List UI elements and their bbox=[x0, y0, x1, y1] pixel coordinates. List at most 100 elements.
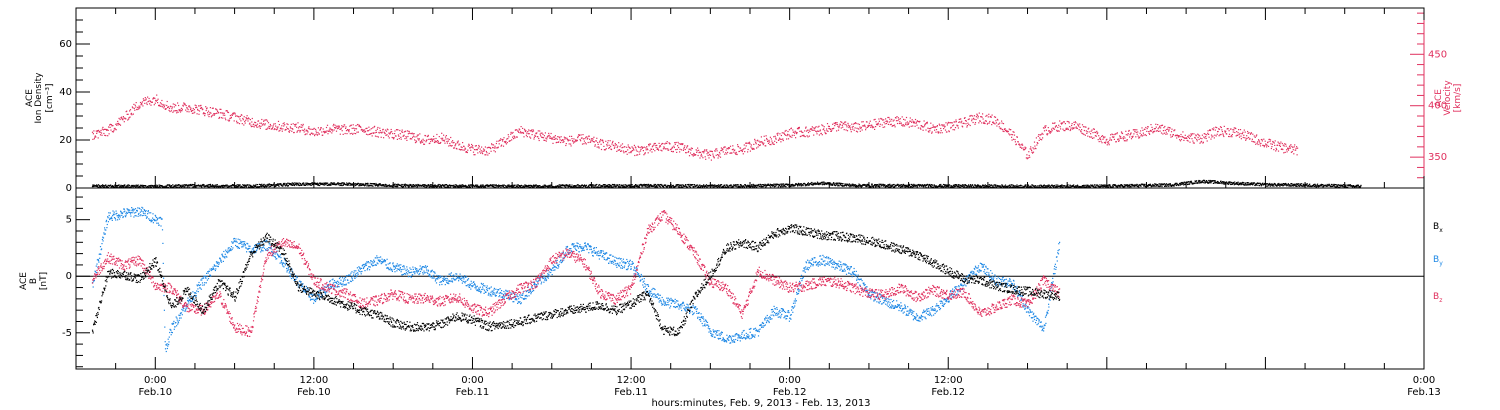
density-point bbox=[628, 186, 630, 188]
density-point bbox=[705, 185, 707, 187]
density-point bbox=[1124, 185, 1126, 187]
velocity-point bbox=[339, 128, 341, 130]
density-point bbox=[287, 184, 290, 187]
velocity-point bbox=[245, 119, 247, 121]
velocity-point bbox=[675, 149, 677, 151]
density-point bbox=[353, 183, 355, 185]
density-point bbox=[1190, 180, 1192, 182]
velocity-point bbox=[661, 150, 663, 152]
density-point bbox=[1334, 186, 1336, 188]
velocity-point bbox=[861, 129, 863, 131]
velocity-point bbox=[255, 122, 257, 124]
velocity-point bbox=[768, 141, 771, 143]
density-point bbox=[242, 184, 244, 186]
density-point bbox=[782, 186, 784, 188]
density-point bbox=[1034, 186, 1036, 188]
density-point bbox=[969, 184, 972, 186]
velocity-point bbox=[815, 126, 817, 128]
density-point bbox=[1260, 183, 1262, 185]
density-point bbox=[1216, 180, 1219, 183]
density-point bbox=[588, 184, 590, 186]
density-point bbox=[512, 186, 514, 188]
density-point bbox=[767, 183, 769, 185]
density-point bbox=[476, 185, 478, 188]
velocity-point bbox=[794, 132, 796, 134]
velocity-point bbox=[107, 135, 109, 137]
velocity-point bbox=[297, 127, 300, 129]
density-point bbox=[141, 184, 143, 186]
density-point bbox=[636, 184, 638, 186]
density-point bbox=[804, 183, 806, 185]
density-point bbox=[601, 186, 603, 188]
velocity-point bbox=[104, 134, 106, 136]
density-point bbox=[1271, 185, 1273, 187]
density-point bbox=[965, 186, 967, 188]
density-point bbox=[1031, 186, 1033, 188]
velocity-point bbox=[381, 131, 383, 133]
density-point bbox=[1030, 185, 1032, 187]
density-point bbox=[561, 185, 564, 187]
velocity-point bbox=[541, 136, 544, 139]
velocity-point bbox=[605, 140, 607, 142]
velocity-point bbox=[458, 144, 460, 146]
density-point bbox=[185, 185, 187, 187]
density-point bbox=[1264, 182, 1266, 185]
velocity-point bbox=[654, 142, 656, 145]
velocity-point bbox=[125, 118, 127, 120]
velocity-point bbox=[612, 140, 614, 142]
velocity-point bbox=[377, 136, 379, 138]
density-point bbox=[1060, 186, 1062, 188]
velocity-point bbox=[855, 122, 857, 125]
velocity-point bbox=[551, 138, 553, 140]
velocity-point bbox=[436, 133, 438, 136]
density-point bbox=[989, 185, 991, 187]
density-point bbox=[385, 185, 387, 188]
density-point bbox=[461, 184, 463, 186]
velocity-point bbox=[750, 146, 752, 148]
density-point bbox=[802, 185, 804, 187]
velocity-point bbox=[423, 140, 425, 142]
velocity-point bbox=[743, 148, 745, 150]
density-point bbox=[174, 185, 176, 187]
density-point bbox=[526, 185, 529, 187]
density-point bbox=[298, 184, 300, 186]
density-point bbox=[695, 185, 697, 187]
density-point bbox=[929, 183, 931, 186]
velocity-point bbox=[649, 150, 651, 152]
velocity-point bbox=[261, 118, 263, 121]
density-point bbox=[934, 186, 937, 188]
velocity-point bbox=[237, 122, 239, 124]
density-point bbox=[1297, 183, 1299, 185]
density-point bbox=[836, 182, 838, 184]
density-point bbox=[1175, 184, 1177, 187]
velocity-point bbox=[759, 144, 761, 146]
velocity-point bbox=[719, 156, 722, 158]
density-point bbox=[697, 186, 699, 188]
velocity-point bbox=[838, 125, 840, 127]
density-point bbox=[480, 184, 482, 186]
density-point bbox=[355, 184, 357, 186]
density-point bbox=[1185, 183, 1187, 186]
density-point bbox=[592, 184, 594, 186]
velocity-point bbox=[722, 151, 724, 153]
density-point bbox=[564, 186, 566, 188]
velocity-point bbox=[448, 145, 450, 147]
density-point bbox=[704, 185, 706, 187]
velocity-point bbox=[787, 133, 789, 135]
density-point bbox=[100, 185, 102, 187]
density-point bbox=[1134, 185, 1136, 187]
velocity-point bbox=[280, 127, 282, 129]
velocity-point bbox=[760, 141, 762, 143]
density-point bbox=[1358, 186, 1360, 188]
density-point bbox=[568, 184, 570, 186]
velocity-point bbox=[795, 137, 797, 139]
density-point bbox=[172, 186, 175, 188]
velocity-point bbox=[402, 131, 404, 133]
velocity-point bbox=[748, 141, 751, 143]
velocity-point bbox=[208, 113, 211, 115]
density-point bbox=[945, 186, 947, 188]
velocity-point bbox=[452, 140, 454, 142]
density-point bbox=[210, 184, 212, 187]
density-point bbox=[636, 185, 638, 187]
velocity-point bbox=[855, 122, 857, 124]
